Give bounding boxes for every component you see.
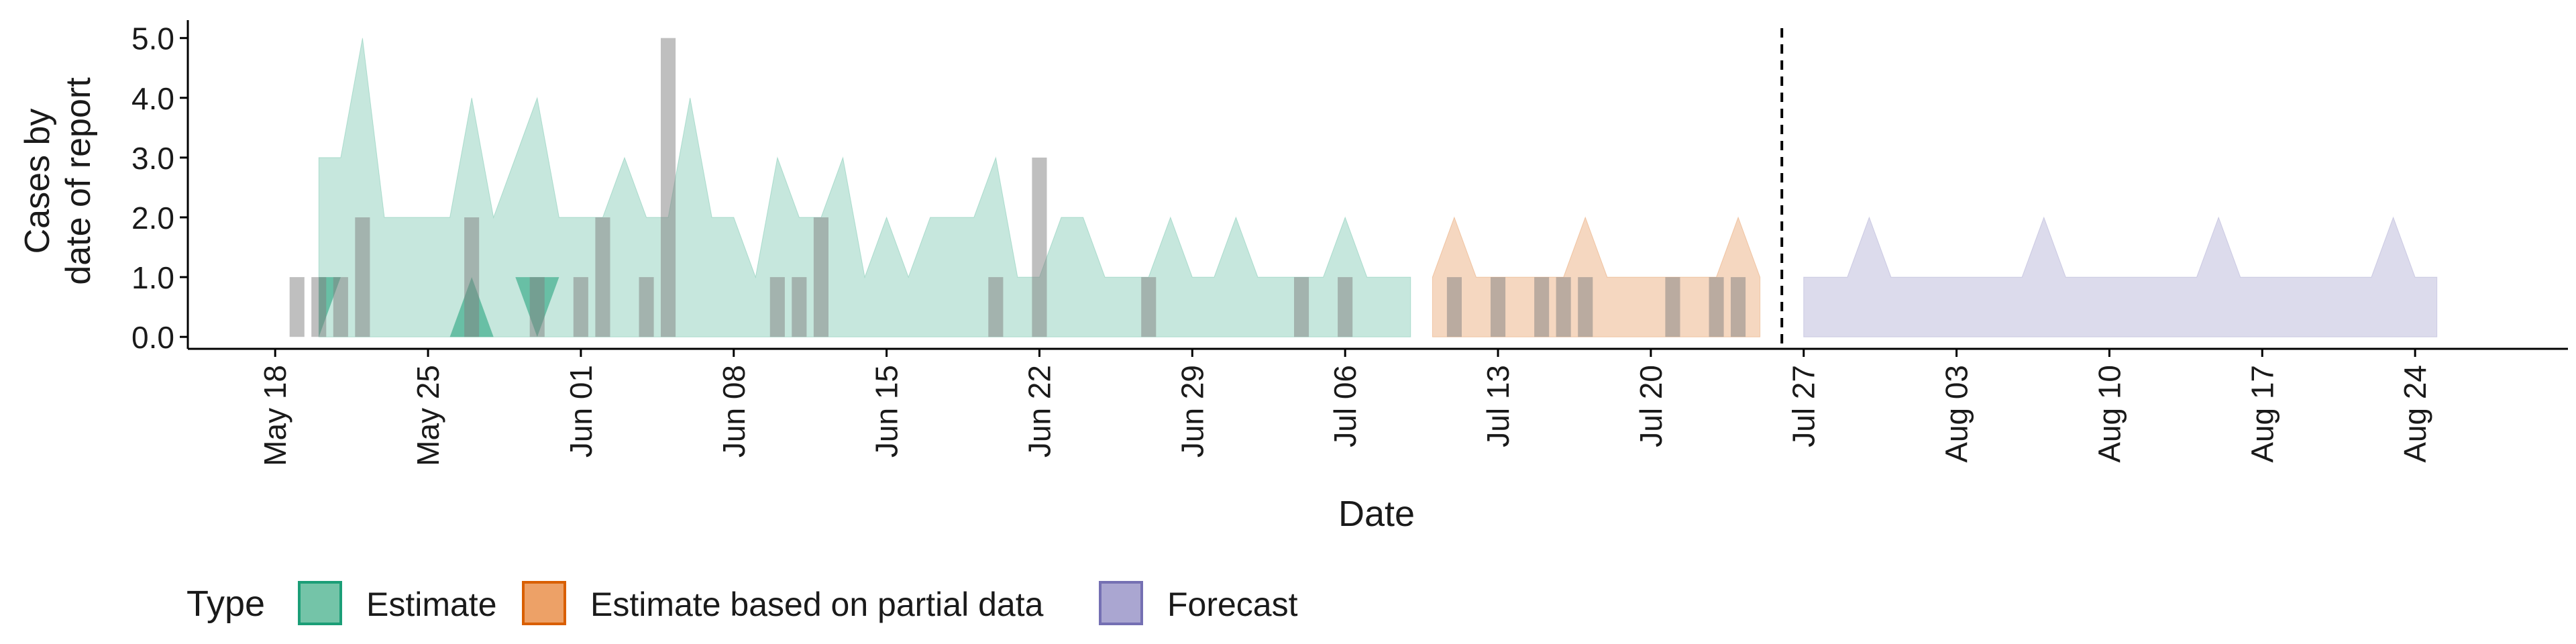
observed-bar-2020-05-30 — [529, 277, 545, 337]
x-axis-ticks: May 18 May 25 Jun 01 Jun 08 Jun 15 Jun 22 Jun … — [258, 349, 2432, 466]
observed-bar-2020-06-11 — [792, 277, 807, 337]
observed-bar-2020-07-13 — [1491, 277, 1506, 337]
observed-bar-2020-05-22 — [355, 217, 370, 337]
x-tick-label: Jun 22 — [1022, 365, 1057, 458]
observed-bar-2020-05-20 — [311, 277, 327, 337]
plot-area: 0.0 1.0 2.0 3.0 4.0 5.0 May 18 May 25 Jun 01 Jun… — [131, 20, 2568, 466]
observed-bar-2020-07-06 — [1338, 277, 1353, 337]
observed-bar-layer — [289, 38, 1746, 337]
legend-swatch-2 — [1099, 581, 1143, 625]
x-tick-label: Jul 13 — [1481, 365, 1515, 447]
observed-bar-2020-07-21 — [1665, 277, 1680, 337]
legend-label-0: Estimate — [366, 586, 497, 623]
observed-bar-2020-06-12 — [813, 217, 828, 337]
legend-title: Type — [186, 584, 265, 624]
observed-bar-2020-07-04 — [1294, 277, 1309, 337]
observed-bar-2020-06-10 — [769, 277, 785, 337]
y-axis-label-line-1: Cases by — [18, 109, 57, 254]
observed-bar-2020-06-02 — [595, 217, 610, 337]
observed-bar-2020-07-11 — [1446, 277, 1462, 337]
observed-bar-2020-07-23 — [1709, 277, 1724, 337]
y-axis-label-line-2: date of report — [59, 77, 98, 285]
observed-bar-2020-05-19 — [289, 277, 305, 337]
x-tick-label: Jun 08 — [716, 365, 751, 458]
x-tick-label: Jul 20 — [1633, 365, 1668, 447]
legend-items: Estimate Estimate based on partial data Fo… — [298, 581, 1298, 625]
legend: Type Estimate Estimate based on partial d… — [186, 581, 1298, 625]
legend-label-2: Forecast — [1167, 586, 1298, 623]
x-axis-label: Date — [1338, 494, 1415, 534]
ribbon-90-forecast — [1803, 216, 2438, 337]
y-axis-ticks: 0.0 1.0 2.0 3.0 4.0 5.0 — [131, 21, 188, 355]
x-tick-label: Aug 17 — [2245, 365, 2279, 463]
observed-bar-2020-06-22 — [1032, 157, 1047, 337]
observed-bar-2020-07-17 — [1578, 277, 1593, 337]
x-tick-label: Aug 03 — [1939, 365, 1974, 463]
observed-bar-2020-07-15 — [1534, 277, 1550, 337]
x-tick-label: May 18 — [258, 365, 292, 466]
legend-swatch-0 — [298, 581, 342, 625]
legend-swatch-1 — [522, 581, 566, 625]
ribbon-90-estimate — [318, 38, 1411, 337]
observed-bar-2020-06-01 — [573, 277, 588, 337]
x-tick-label: Jul 06 — [1328, 365, 1362, 447]
observed-bar-2020-05-21 — [333, 277, 348, 337]
observed-bar-2020-06-04 — [639, 277, 654, 337]
x-tick-label: May 25 — [411, 365, 445, 466]
observed-bar-2020-07-24 — [1731, 277, 1746, 337]
observed-bar-2020-05-27 — [464, 217, 480, 337]
observed-bar-2020-06-27 — [1141, 277, 1157, 337]
observed-bar-2020-06-05 — [661, 38, 676, 337]
ribbon-layer — [318, 38, 2438, 337]
y-tick-label: 0.0 — [131, 320, 174, 355]
x-tick-label: Jun 15 — [869, 365, 904, 458]
x-tick-label: Aug 10 — [2092, 365, 2127, 463]
legend-label-1: Estimate based on partial data — [590, 586, 1044, 623]
y-tick-label: 3.0 — [131, 141, 174, 176]
x-tick-label: Jul 27 — [1786, 365, 1821, 447]
y-tick-label: 4.0 — [131, 81, 174, 116]
y-tick-label: 1.0 — [131, 260, 174, 295]
observed-bar-2020-07-16 — [1556, 277, 1571, 337]
x-tick-label: Jun 01 — [564, 365, 598, 458]
y-tick-label: 2.0 — [131, 201, 174, 235]
observed-bar-2020-06-20 — [988, 277, 1004, 337]
x-tick-label: Aug 24 — [2398, 365, 2432, 463]
y-tick-label: 5.0 — [131, 21, 174, 56]
x-tick-label: Jun 29 — [1175, 365, 1210, 458]
